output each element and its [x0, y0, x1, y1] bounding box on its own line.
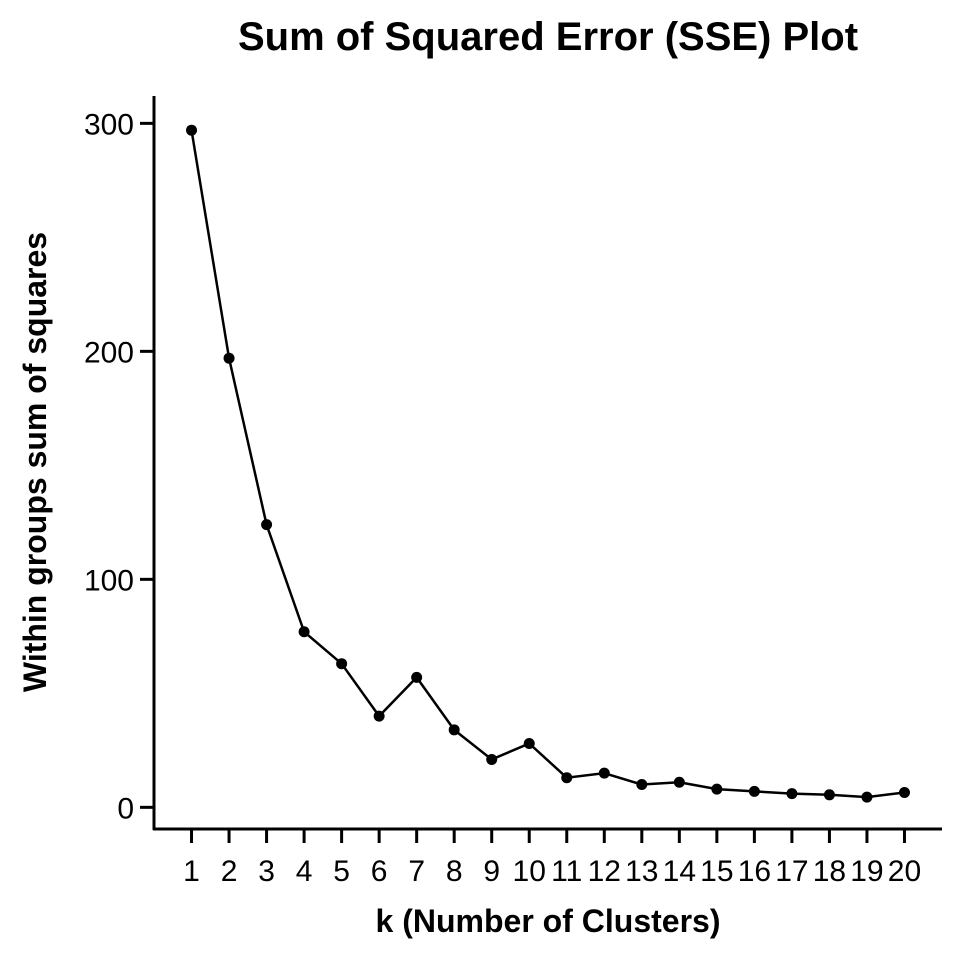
x-tick-label: 16 [738, 855, 771, 888]
x-tick-label: 19 [850, 855, 883, 888]
axes [152, 96, 942, 831]
x-tick-label: 17 [775, 855, 808, 888]
data-point [786, 788, 798, 800]
data-point [598, 767, 610, 779]
y-tick-label: 200 [84, 336, 134, 369]
x-tick-label: 4 [296, 855, 313, 888]
data-point [448, 724, 460, 736]
y-tick-label: 300 [84, 108, 134, 141]
data-point [411, 671, 423, 683]
x-ticks: 1 2 3 4 5 6 7 8 9 10 11 12 13 14 15 16 17 18 19 20 [183, 829, 921, 888]
data-point [261, 519, 273, 531]
x-axis-label: k (Number of Clusters) [376, 903, 721, 939]
x-tick-label: 3 [258, 855, 275, 888]
y-ticks: 0 100 200 300 [84, 108, 154, 825]
y-tick-label: 100 [84, 564, 134, 597]
x-tick-label: 2 [221, 855, 238, 888]
x-tick-label: 15 [700, 855, 733, 888]
data-point [336, 658, 348, 670]
x-tick-label: 7 [408, 855, 425, 888]
data-point [636, 779, 648, 791]
x-tick-label: 14 [663, 855, 696, 888]
data-point [298, 626, 310, 638]
series-line [190, 129, 905, 799]
x-tick-label: 18 [813, 855, 846, 888]
data-point [861, 791, 873, 803]
x-tick-label: 9 [483, 855, 500, 888]
x-tick-label: 1 [183, 855, 200, 888]
data-point [748, 785, 760, 797]
x-tick-label: 12 [588, 855, 621, 888]
data-point [673, 776, 685, 788]
data-point [561, 772, 573, 784]
data-point [186, 124, 198, 136]
x-tick-label: 11 [551, 855, 582, 888]
x-tick-label: 5 [333, 855, 350, 888]
data-point [486, 753, 498, 765]
chart-title: Sum of Squared Error (SSE) Plot [238, 15, 858, 59]
y-axis-label: Within groups sum of squares [17, 232, 53, 692]
data-point [898, 787, 910, 799]
x-tick-label: 6 [371, 855, 388, 888]
y-tick-label: 0 [117, 792, 134, 825]
data-point [523, 738, 535, 749]
data-point [223, 352, 235, 364]
data-point [711, 783, 723, 795]
x-tick-label: 8 [446, 855, 463, 888]
data-point [373, 710, 385, 722]
data-point [823, 789, 835, 801]
x-tick-label: 10 [513, 855, 546, 888]
data-points [186, 124, 910, 803]
x-tick-label: 20 [888, 855, 921, 888]
x-tick-label: 13 [625, 855, 658, 888]
